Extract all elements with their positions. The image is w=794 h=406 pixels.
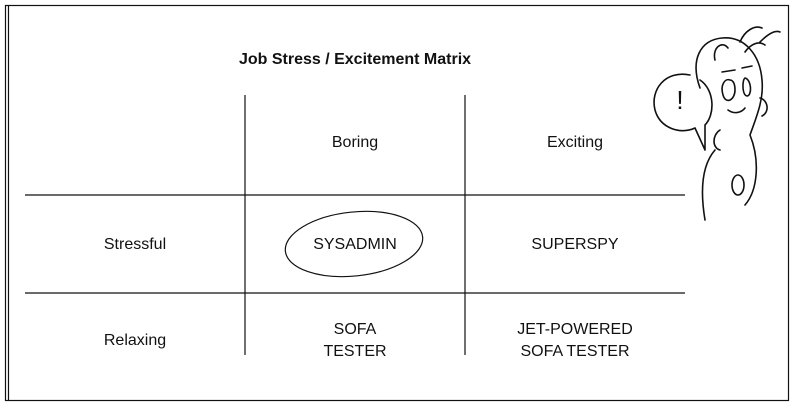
matrix-title: Job Stress / Excitement Matrix bbox=[239, 51, 471, 68]
cell-text: TESTER bbox=[323, 343, 386, 360]
speech-bubble bbox=[653, 73, 713, 151]
row-label: Stressful bbox=[104, 236, 166, 253]
cell-text: SUPERSPY bbox=[531, 236, 618, 253]
cell-text: SOFA TESTER bbox=[520, 343, 629, 360]
cartoon: ! bbox=[653, 26, 781, 221]
highlight-ellipse bbox=[284, 210, 424, 278]
column-header: Boring bbox=[332, 134, 378, 151]
speech-text: ! bbox=[676, 85, 683, 115]
cell-text: JET-POWERED bbox=[517, 321, 633, 338]
cell-text: SYSADMIN bbox=[313, 236, 397, 253]
cell-text: SOFA bbox=[334, 321, 377, 338]
column-header: Exciting bbox=[547, 134, 603, 151]
frame bbox=[4, 4, 790, 402]
row-label: Relaxing bbox=[104, 332, 166, 349]
